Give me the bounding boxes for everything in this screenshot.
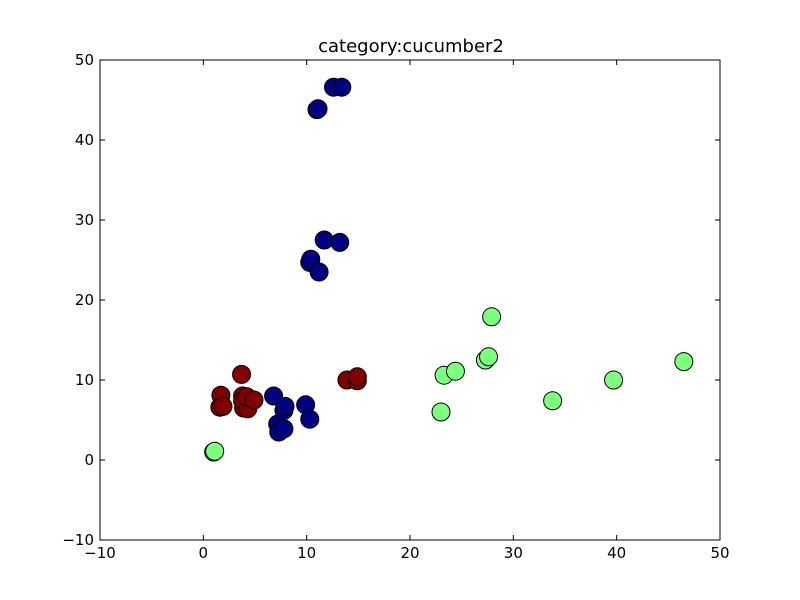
scatter-point [232,364,252,384]
points-layer [204,77,694,462]
scatter-point [543,391,563,411]
scatter-point [274,419,294,439]
scatter-point [479,347,499,367]
x-tick-label: −10 [84,544,116,562]
scatter-point [205,441,225,461]
x-tick-label: 0 [199,544,209,562]
scatter-point [300,409,320,429]
scatter-point [309,262,329,282]
x-tick-label: 50 [710,544,729,562]
y-tick-label: 10 [75,371,94,389]
y-tick-label: 30 [75,211,94,229]
scatter-point [431,402,451,422]
y-tick-label: 0 [84,451,94,469]
scatter-point [604,370,624,390]
y-tick-label: 20 [75,291,94,309]
scatter-point [275,396,295,416]
axis-ticks: −10 0 10 20 30 40 50 −10 0 10 20 30 40 50 [62,51,729,562]
scatter-point [482,307,502,327]
y-tick-label: 40 [75,131,94,149]
x-tick-label: 20 [400,544,419,562]
scatter-point [445,361,465,381]
scatter-point [308,99,328,119]
x-tick-label: 10 [297,544,316,562]
plot-area-frame [99,59,721,541]
scatter-point [332,77,352,97]
scatter-point [330,232,350,252]
y-tick-label: 50 [75,51,94,69]
scatter-point [213,396,233,416]
chart-title: category:cucumber2 [318,36,504,57]
x-tick-label: 30 [504,544,523,562]
scatter-point [674,352,694,372]
scatter-point [347,367,367,387]
y-tick-label: −10 [62,531,94,549]
scatter-point [244,390,264,410]
x-tick-label: 40 [607,544,626,562]
scatter-point [314,230,334,250]
